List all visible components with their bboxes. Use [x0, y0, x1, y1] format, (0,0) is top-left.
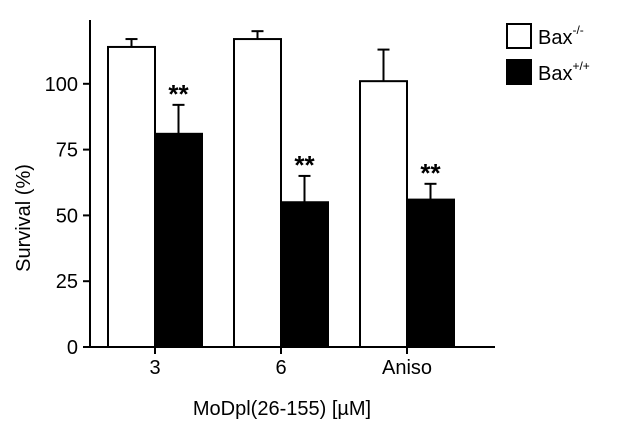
- legend-swatch-0: [506, 23, 532, 49]
- legend-superscript-0: -/-: [572, 23, 583, 37]
- x-tick-label-1: 6: [275, 357, 286, 379]
- significance-label-1: **: [294, 150, 315, 180]
- significance-label-2: **: [420, 158, 441, 188]
- y-axis-title: Survival (%): [13, 164, 35, 272]
- y-tick-label-3: 75: [56, 140, 78, 162]
- x-axis-title: MoDpl(26-155) [µM]: [193, 398, 371, 420]
- y-tick-label-4: 100: [45, 74, 78, 96]
- bar-bax-wt-2: [406, 198, 455, 348]
- bar-bax-ko-1: [233, 38, 282, 348]
- legend-label-1: Bax+/+: [538, 59, 590, 85]
- x-tick-label-2: Aniso: [382, 357, 432, 379]
- x-ticks: 3 6 Aniso: [149, 347, 432, 379]
- legend: Bax-/- Bax+/+: [506, 23, 590, 85]
- y-tick-label-2: 50: [56, 205, 78, 227]
- bar-bax-wt-0: [154, 132, 203, 348]
- significance-label-0: **: [168, 79, 189, 109]
- error-bars-layer: [125, 30, 437, 203]
- bar-bax-ko-2: [359, 80, 408, 348]
- legend-superscript-1: +/+: [572, 59, 589, 73]
- x-tick-label-0: 3: [149, 357, 160, 379]
- y-tick-label-0: 0: [67, 337, 78, 359]
- significance-layer: ** ** **: [168, 79, 441, 188]
- y-tick-label-1: 25: [56, 271, 78, 293]
- bars-layer: [107, 38, 455, 349]
- legend-swatch-1: [506, 59, 532, 85]
- bar-bax-wt-1: [280, 201, 329, 348]
- y-ticks: 0 25 50 75 100: [45, 74, 90, 359]
- legend-label-0: Bax-/-: [538, 23, 584, 49]
- bar-bax-ko-0: [107, 45, 156, 349]
